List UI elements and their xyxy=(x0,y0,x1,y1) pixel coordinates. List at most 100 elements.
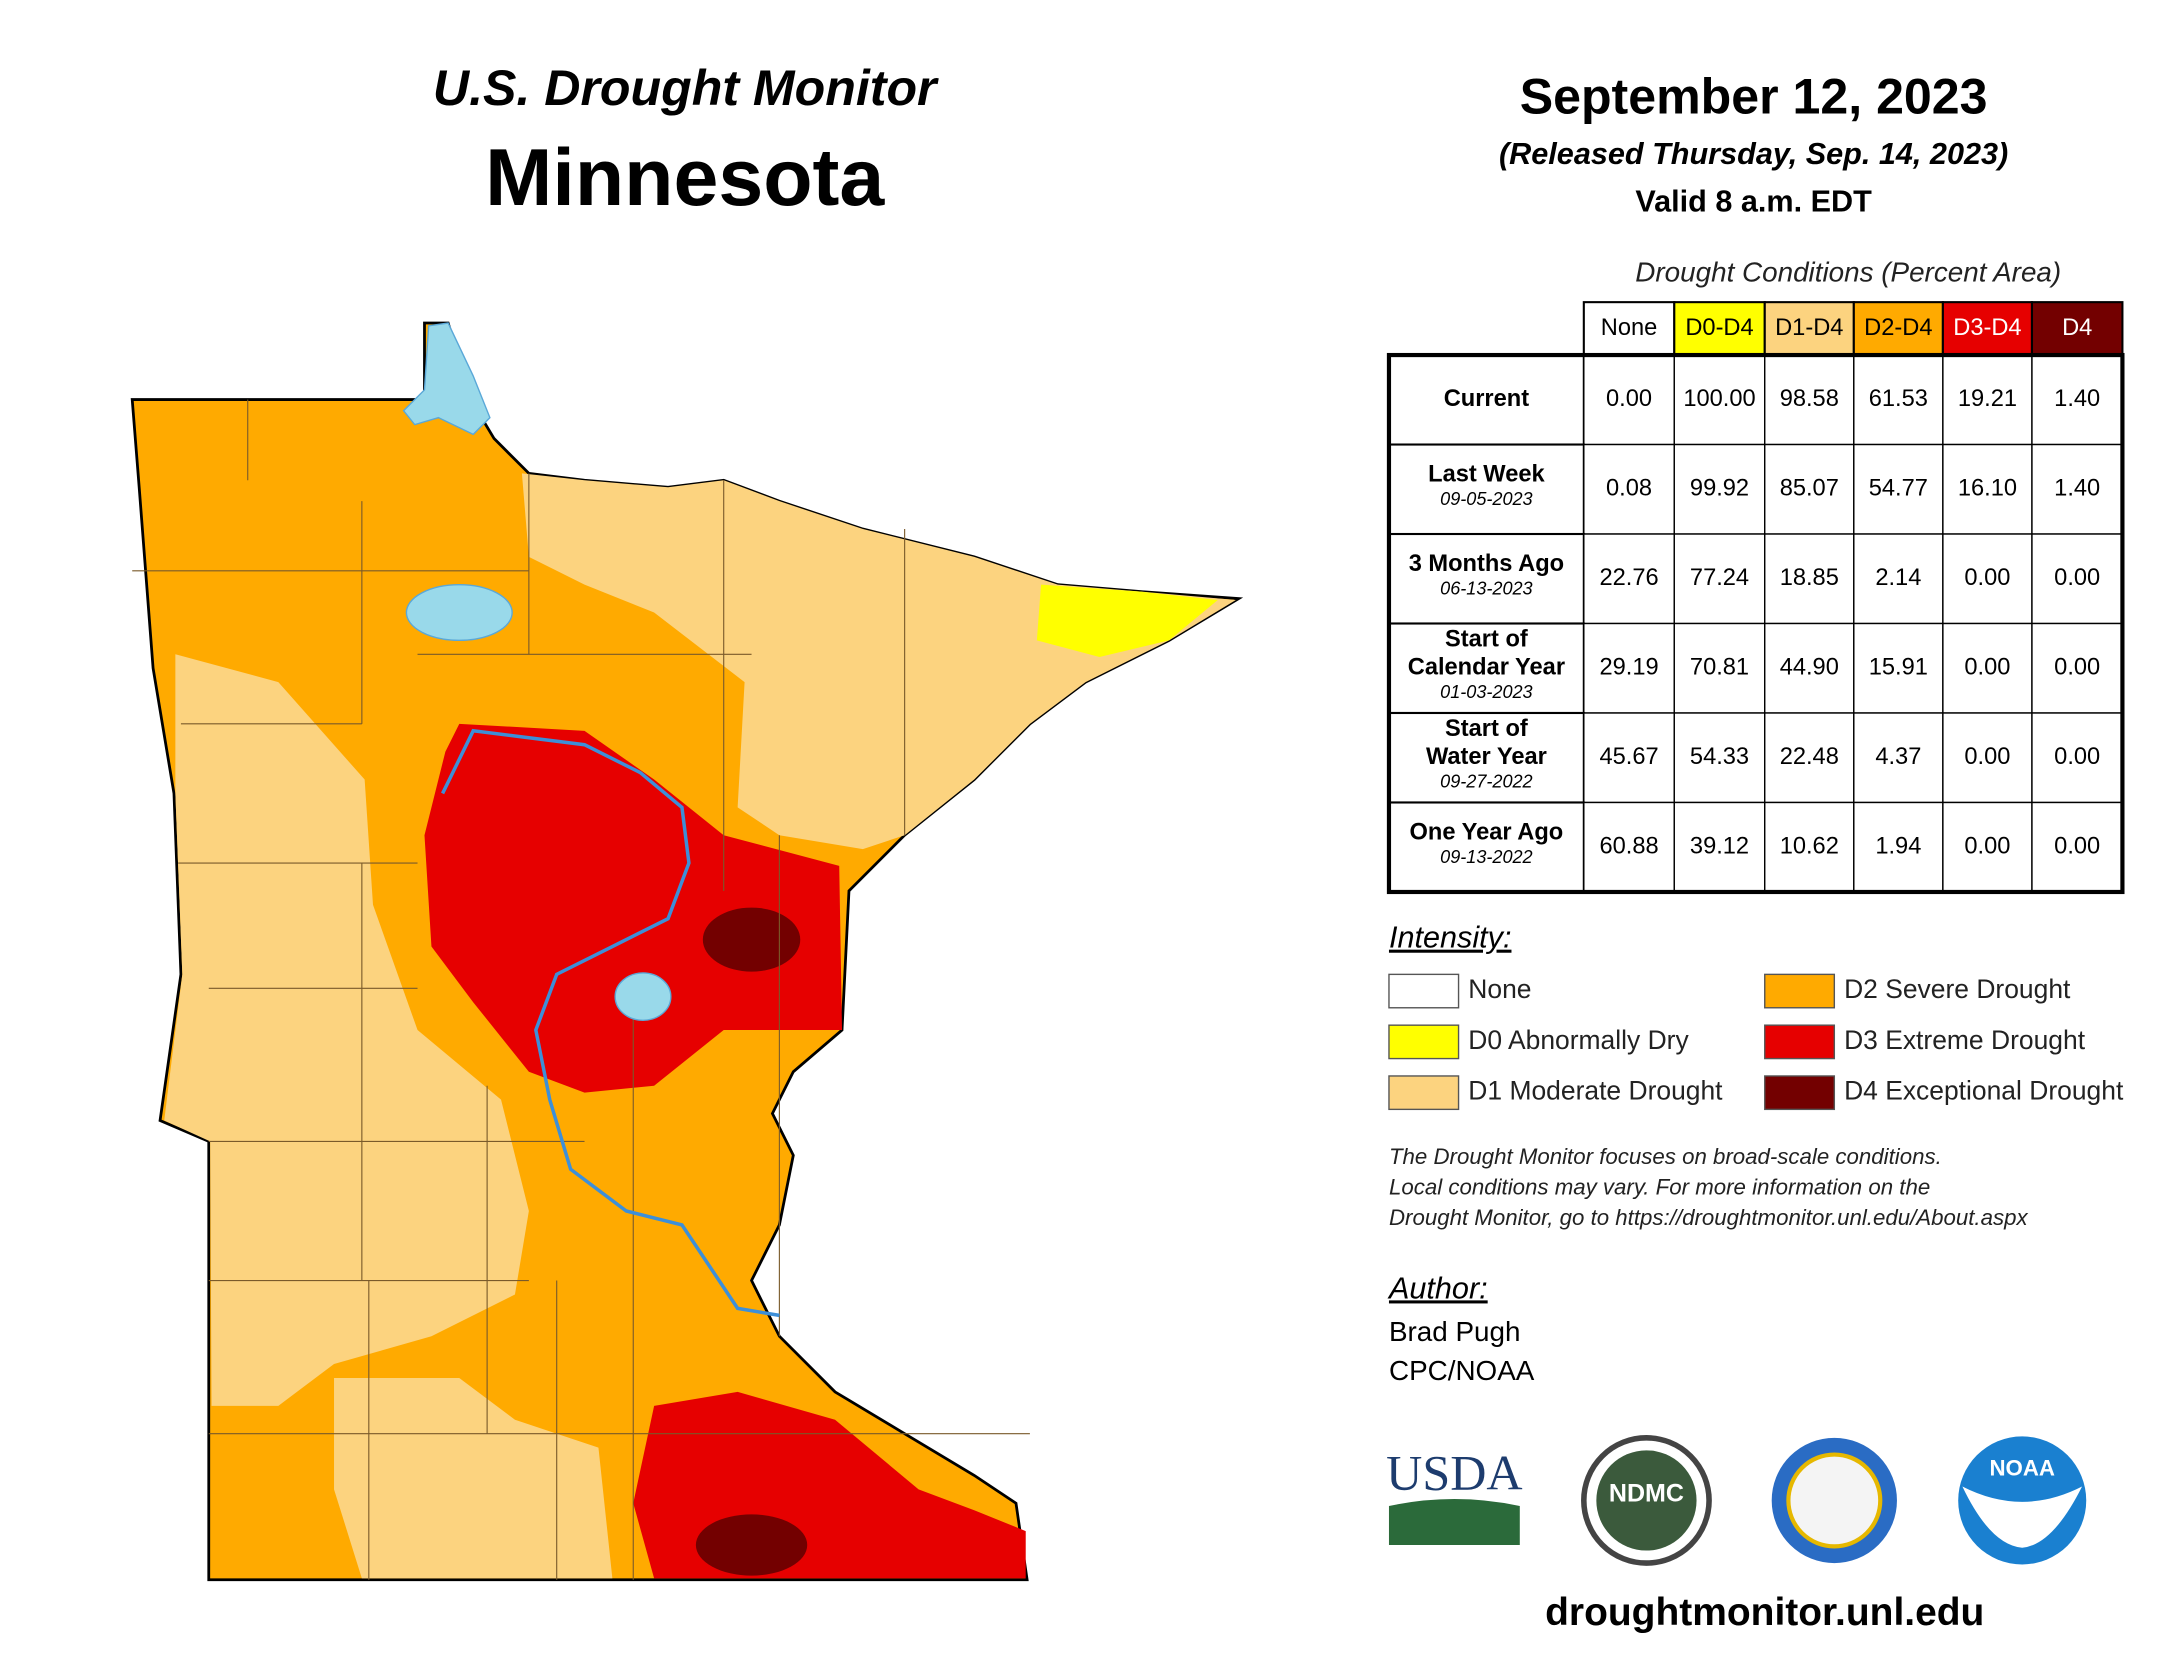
d4-southeast xyxy=(695,1514,808,1576)
value-cell xyxy=(1673,443,1766,535)
cell-value: 0.00 xyxy=(1964,833,2010,859)
value-cell xyxy=(2031,443,2124,535)
cell-value: 60.88 xyxy=(1599,833,1658,859)
legend-swatch xyxy=(1764,1024,1836,1060)
cell-value: 1.40 xyxy=(2054,386,2100,412)
mississippi-river xyxy=(441,728,780,1318)
logos: USDA NDMC NOAA xyxy=(1386,1435,2087,1566)
legend-title: Intensity: xyxy=(1389,921,1512,955)
value-cell xyxy=(1942,712,2033,804)
lake-of-the-woods xyxy=(402,322,491,436)
cell-value: 10.62 xyxy=(1780,833,1839,859)
row-label: Last Week xyxy=(1428,462,1545,488)
legend-swatch xyxy=(1764,973,1836,1009)
d1-south xyxy=(334,1377,613,1579)
mille-lacs xyxy=(614,972,672,1021)
value-cell xyxy=(1853,533,1944,625)
cell-value: 100.00 xyxy=(1683,386,1755,412)
noaa-logo xyxy=(1958,1436,2087,1565)
county-lines xyxy=(132,399,1030,1580)
cell-value: 39.12 xyxy=(1690,833,1749,859)
cell-value: 98.58 xyxy=(1780,386,1839,412)
value-cell xyxy=(1942,443,2033,535)
legend-label: D1 Moderate Drought xyxy=(1468,1076,1723,1106)
note-line: Drought Monitor, go to https://droughtmo… xyxy=(1389,1205,2029,1230)
cell-value: 0.00 xyxy=(2054,744,2100,770)
value-cell xyxy=(2031,712,2124,804)
row-label-cell xyxy=(1387,353,1585,446)
cell-value: 54.77 xyxy=(1869,476,1928,502)
column-header: D4 xyxy=(2062,315,2092,341)
note-line: Local conditions may vary. For more info… xyxy=(1389,1175,1930,1200)
conditions-table: Drought Conditions (Percent Area) None D0… xyxy=(1386,257,2125,895)
column-header-cell xyxy=(1582,301,1676,357)
cell-value: 0.00 xyxy=(1964,565,2010,591)
value-cell xyxy=(1853,801,1944,893)
ndmc-logo: NDMC xyxy=(1609,1480,1684,1508)
value-cell xyxy=(1673,354,1766,446)
usda-logo: USDA xyxy=(1386,1445,1522,1501)
cell-value: 19.21 xyxy=(1958,386,2017,412)
value-cell xyxy=(2031,533,2124,625)
value-cell xyxy=(2031,354,2124,446)
value-cell xyxy=(1673,533,1766,625)
value-cell xyxy=(1853,622,1944,714)
website-url: droughtmonitor.unl.edu xyxy=(1545,1591,1984,1634)
row-date: 06-13-2023 xyxy=(1440,579,1532,599)
column-header: D1-D4 xyxy=(1775,315,1843,341)
legend-label: D4 Exceptional Drought xyxy=(1844,1076,2124,1106)
value-cell xyxy=(1942,801,2033,893)
cell-value: 15.91 xyxy=(1869,655,1928,681)
table-caption: Drought Conditions (Percent Area) xyxy=(1635,257,2061,288)
column-header: D2-D4 xyxy=(1864,315,1932,341)
column-header: None xyxy=(1601,315,1658,341)
value-cell xyxy=(1583,801,1675,893)
cell-value: 18.85 xyxy=(1780,565,1839,591)
cell-value: 0.00 xyxy=(2054,833,2100,859)
cell-value: 22.76 xyxy=(1599,565,1658,591)
row-label: Start of xyxy=(1445,716,1528,742)
legend-swatch xyxy=(1764,1075,1836,1111)
state-map xyxy=(130,321,1244,1582)
row-date: 09-05-2023 xyxy=(1440,489,1532,509)
cell-value: 1.40 xyxy=(2054,476,2100,502)
cell-value: 0.00 xyxy=(2054,565,2100,591)
cell-value: 54.33 xyxy=(1690,744,1749,770)
cell-value: 0.00 xyxy=(1606,386,1652,412)
value-cell xyxy=(1673,801,1766,893)
cell-value: 77.24 xyxy=(1690,565,1749,591)
cell-value: 0.00 xyxy=(2054,655,2100,681)
legend-label: D3 Extreme Drought xyxy=(1844,1025,2086,1055)
cell-value: 61.53 xyxy=(1869,386,1928,412)
valid-time: Valid 8 a.m. EDT xyxy=(1635,184,1872,218)
value-cell xyxy=(1853,712,1944,804)
cell-value: 99.92 xyxy=(1690,476,1749,502)
noaa-bird xyxy=(1962,1486,2083,1548)
d1-west xyxy=(164,654,529,1406)
value-cell xyxy=(1764,533,1855,625)
cell-value: 29.19 xyxy=(1599,655,1658,681)
cell-value: 0.08 xyxy=(1606,476,1652,502)
column-header-cell xyxy=(2030,301,2124,357)
row-label-cell xyxy=(1387,443,1585,536)
commerce-logo-inner xyxy=(1786,1452,1883,1549)
cell-value: 85.07 xyxy=(1780,476,1839,502)
author-title: Author: xyxy=(1387,1271,1488,1305)
legend-swatch xyxy=(1388,1075,1460,1111)
value-cell xyxy=(1764,801,1855,893)
value-cell xyxy=(1673,712,1766,804)
cell-value: 0.00 xyxy=(1964,655,2010,681)
legend-swatch xyxy=(1388,1024,1460,1060)
row-label: Start of xyxy=(1445,627,1528,653)
value-cell xyxy=(1764,443,1855,535)
row-label-cell xyxy=(1387,801,1585,894)
title: U.S. Drought Monitor xyxy=(433,60,939,116)
legend: Intensity: None D0 Abnormally Dry D1 Moder… xyxy=(1388,921,2124,1111)
cell-value: 4.37 xyxy=(1875,744,1921,770)
cell-value: 2.14 xyxy=(1875,565,1921,591)
table-border xyxy=(1386,352,2125,895)
column-header: D3-D4 xyxy=(1953,315,2021,341)
note-line: The Drought Monitor focuses on broad-sca… xyxy=(1389,1144,1942,1169)
